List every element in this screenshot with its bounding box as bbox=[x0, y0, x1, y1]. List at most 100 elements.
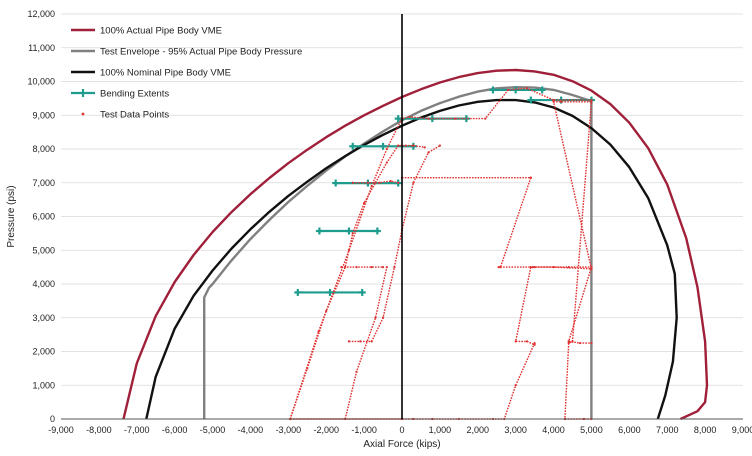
test-data-point bbox=[408, 115, 411, 119]
test-data-point bbox=[404, 144, 407, 147]
test-data-point bbox=[533, 341, 536, 345]
test-data-point bbox=[347, 340, 351, 343]
x-tick-label: 4,000 bbox=[542, 425, 565, 435]
y-tick-label: 11,000 bbox=[28, 43, 55, 53]
test-data-point bbox=[374, 316, 377, 319]
test-data-trace bbox=[534, 266, 593, 343]
tick-labels: 0 1,000 2,000 3,000 4,000 5,000 6,000 7,000 8,00… bbox=[27, 9, 752, 435]
y-tick-label: 1,000 bbox=[32, 380, 55, 390]
test-data-point bbox=[552, 100, 555, 103]
test-data-point bbox=[370, 340, 373, 343]
test-data-point bbox=[363, 201, 366, 205]
x-tick-label: 8,000 bbox=[694, 425, 717, 435]
test-data-point bbox=[412, 144, 415, 147]
test-data-point bbox=[427, 151, 430, 154]
y-tick-label: 5,000 bbox=[32, 245, 55, 255]
test-data-point bbox=[552, 266, 555, 269]
test-envelope-95-actual-pipe-body-pressure-series bbox=[202, 85, 593, 419]
x-tick-label: -4,000 bbox=[238, 425, 264, 435]
test-data-point bbox=[385, 161, 388, 164]
test-data-point bbox=[351, 232, 354, 235]
test-data-point bbox=[351, 181, 354, 184]
test-data-point bbox=[514, 340, 517, 343]
100-nominal-pipe-body-vme-series bbox=[145, 98, 678, 420]
x-tick-label: -8,000 bbox=[86, 425, 112, 435]
100-nominal-pipe-body-vme-line bbox=[145, 98, 678, 420]
test-data-point bbox=[397, 144, 400, 147]
x-tick-label: -5,000 bbox=[200, 425, 226, 435]
legend-item-test-data-points: Test Data Points bbox=[81, 110, 169, 121]
x-tick-label: 6,000 bbox=[618, 425, 641, 435]
x-tick-label: -3,000 bbox=[276, 425, 302, 435]
test-data-point bbox=[397, 181, 400, 184]
test-envelope-95-actual-pipe-body-pressure-line bbox=[202, 85, 593, 419]
x-tick-label: 1,000 bbox=[429, 425, 452, 435]
test-data-point bbox=[366, 181, 369, 184]
test-data-point bbox=[393, 266, 396, 269]
test-data-trace bbox=[344, 266, 388, 420]
legend: 100% Actual Pipe Body VME Test Envelope -… bbox=[71, 26, 302, 121]
test-data-point bbox=[423, 146, 426, 149]
x-tick-label: -6,000 bbox=[162, 425, 188, 435]
legend-item-test-envelope-95-actual-pipe-body-pressure: Test Envelope - 95% Actual Pipe Body Pre… bbox=[71, 47, 302, 58]
test-data-point bbox=[525, 340, 529, 343]
test-data-point bbox=[355, 370, 358, 373]
test-data-point bbox=[370, 266, 373, 269]
y-tick-label: 10,000 bbox=[27, 77, 55, 87]
100-actual-pipe-body-vme-series bbox=[122, 68, 709, 421]
test-data-point bbox=[506, 88, 510, 92]
test-data-point bbox=[533, 266, 536, 269]
test-data-point bbox=[484, 117, 487, 120]
legend-label: Test Data Points bbox=[100, 110, 169, 121]
test-data-point bbox=[381, 316, 385, 319]
100-actual-pipe-body-vme-line bbox=[122, 68, 709, 421]
test-data-trace bbox=[532, 101, 593, 420]
test-data-point bbox=[529, 176, 532, 179]
test-data-point bbox=[340, 266, 343, 269]
test-data-point bbox=[378, 181, 381, 184]
test-data-point bbox=[381, 266, 385, 269]
test-data-trace bbox=[289, 87, 592, 420]
axes bbox=[61, 14, 743, 420]
test-data-point bbox=[325, 309, 328, 313]
test-data-point bbox=[355, 266, 358, 269]
test-data-point bbox=[552, 98, 555, 102]
x-tick-label: 7,000 bbox=[656, 425, 679, 435]
test-data-point bbox=[531, 266, 534, 269]
test-data-point bbox=[453, 117, 457, 120]
y-tick-label: 4,000 bbox=[32, 279, 55, 289]
test-data-point bbox=[438, 144, 441, 147]
y-tick-label: 0 bbox=[50, 414, 55, 424]
test-data-trace bbox=[349, 144, 441, 343]
test-data-point bbox=[567, 266, 570, 269]
test-data-point bbox=[389, 179, 392, 183]
test-data-point bbox=[560, 100, 563, 103]
test-data-point bbox=[590, 100, 593, 103]
x-tick-label: 2,000 bbox=[467, 425, 490, 435]
test-data-point bbox=[567, 341, 570, 345]
x-tick-label: 9,000 bbox=[732, 425, 752, 435]
series-layer bbox=[122, 68, 709, 421]
bending-extents-series bbox=[294, 86, 595, 296]
x-tick-label: 5,000 bbox=[580, 425, 603, 435]
test-data-point bbox=[497, 266, 500, 269]
test-data-point bbox=[427, 117, 430, 120]
legend-label: Test Envelope - 95% Actual Pipe Body Pre… bbox=[100, 47, 302, 58]
test-data-point bbox=[359, 340, 362, 343]
y-tick-label: 2,000 bbox=[32, 347, 55, 357]
test-data-point bbox=[578, 341, 582, 345]
x-tick-label: -1,000 bbox=[351, 425, 377, 435]
x-tick-label: 3,000 bbox=[504, 425, 527, 435]
test-data-point bbox=[499, 266, 502, 269]
legend-item-100-nominal-pipe-body-vme: 100% Nominal Pipe Body VME bbox=[71, 68, 231, 79]
x-tick-label: -9,000 bbox=[48, 425, 74, 435]
test-data-point bbox=[590, 266, 593, 269]
test-data-point bbox=[590, 98, 593, 102]
legend-item-bending-extents: Bending Extents bbox=[71, 89, 169, 100]
y-axis-title: Pressure (psi) bbox=[6, 185, 17, 247]
test-data-trace bbox=[289, 144, 425, 420]
y-tick-label: 12,000 bbox=[27, 9, 55, 19]
test-data-trace bbox=[497, 177, 535, 346]
y-tick-label: 9,000 bbox=[32, 110, 55, 120]
